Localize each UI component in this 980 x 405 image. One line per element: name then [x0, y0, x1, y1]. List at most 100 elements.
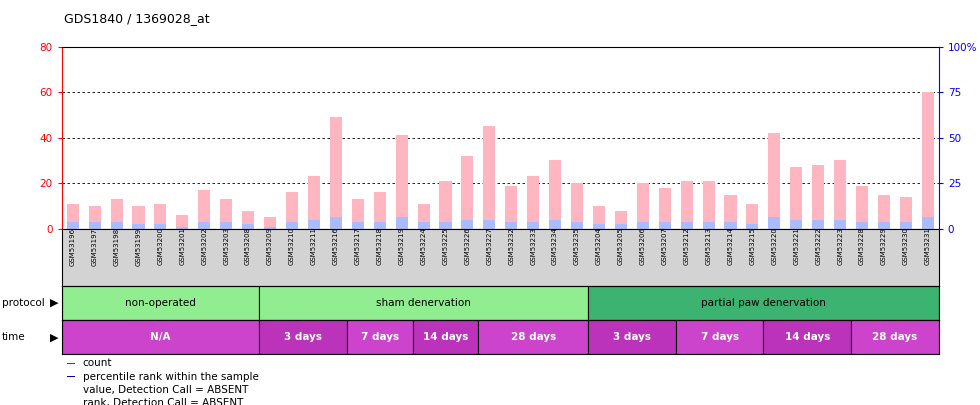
Bar [88, 222, 101, 229]
Bar [176, 215, 188, 229]
Text: value, Detection Call = ABSENT: value, Detection Call = ABSENT [82, 385, 248, 395]
Bar [857, 185, 868, 229]
Bar [588, 286, 939, 320]
Bar [308, 220, 319, 229]
Bar [417, 204, 429, 229]
Bar [478, 320, 588, 354]
Bar [413, 320, 478, 354]
Bar [347, 320, 413, 354]
Bar [67, 222, 78, 229]
Bar [506, 222, 517, 229]
Text: rank, Detection Call = ABSENT: rank, Detection Call = ABSENT [82, 398, 243, 405]
Bar [88, 206, 101, 229]
Bar [483, 220, 495, 229]
Bar [483, 126, 495, 229]
Bar [637, 183, 649, 229]
Bar [593, 206, 605, 229]
Text: 7 days: 7 days [701, 332, 739, 342]
Bar [812, 165, 824, 229]
Bar [242, 224, 254, 229]
Text: time: time [2, 332, 25, 342]
Bar [308, 177, 319, 229]
Bar [286, 222, 298, 229]
Bar [352, 222, 364, 229]
Bar [637, 222, 649, 229]
Bar [264, 217, 276, 229]
Bar [220, 199, 232, 229]
Bar [593, 224, 605, 229]
Bar [155, 204, 167, 229]
Bar [747, 224, 759, 229]
Text: 28 days: 28 days [511, 332, 556, 342]
Bar [111, 222, 122, 229]
Bar [259, 320, 347, 354]
Bar [659, 222, 670, 229]
Text: 14 days: 14 days [422, 332, 468, 342]
Bar [878, 195, 890, 229]
Bar [571, 183, 583, 229]
Bar [462, 156, 473, 229]
Bar [681, 181, 693, 229]
Text: count: count [82, 358, 113, 369]
Bar [462, 220, 473, 229]
Text: partial paw denervation: partial paw denervation [701, 298, 826, 308]
Bar [396, 135, 408, 229]
Bar [417, 222, 429, 229]
Text: sham denervation: sham denervation [376, 298, 471, 308]
Bar [67, 376, 74, 377]
Bar [259, 286, 588, 320]
Bar [768, 217, 780, 229]
Text: 7 days: 7 days [361, 332, 399, 342]
Bar [857, 222, 868, 229]
Bar [571, 222, 583, 229]
Bar [439, 222, 452, 229]
Text: percentile rank within the sample: percentile rank within the sample [82, 372, 259, 382]
Bar [703, 222, 714, 229]
Bar [790, 167, 803, 229]
Text: GDS1840 / 1369028_at: GDS1840 / 1369028_at [64, 12, 210, 25]
Bar [330, 117, 342, 229]
Bar [900, 197, 912, 229]
Bar [62, 320, 259, 354]
Bar [851, 320, 939, 354]
Bar [922, 217, 934, 229]
Text: protocol: protocol [2, 298, 45, 308]
Text: N/A: N/A [150, 332, 171, 342]
Bar [396, 217, 408, 229]
Bar [790, 220, 803, 229]
Bar [812, 220, 824, 229]
Bar [747, 204, 759, 229]
Bar [220, 222, 232, 229]
Bar [176, 226, 188, 229]
Bar [62, 286, 259, 320]
Text: 28 days: 28 days [872, 332, 917, 342]
Bar [588, 320, 676, 354]
Bar [155, 224, 167, 229]
Text: 14 days: 14 days [785, 332, 830, 342]
Bar [681, 222, 693, 229]
Bar [286, 192, 298, 229]
Bar [614, 211, 627, 229]
Bar [373, 192, 386, 229]
Bar [506, 185, 517, 229]
Bar [198, 190, 211, 229]
Bar [439, 181, 452, 229]
Bar [703, 181, 714, 229]
Bar [352, 199, 364, 229]
Bar [242, 211, 254, 229]
Text: 3 days: 3 days [612, 332, 651, 342]
Bar [834, 160, 846, 229]
Bar [676, 320, 763, 354]
Text: 3 days: 3 days [284, 332, 322, 342]
Bar [878, 222, 890, 229]
Bar [549, 160, 562, 229]
Bar [724, 222, 737, 229]
Bar [330, 217, 342, 229]
Bar [373, 222, 386, 229]
Bar [67, 363, 74, 364]
Bar [659, 188, 670, 229]
Bar [67, 204, 78, 229]
Text: non-operated: non-operated [125, 298, 196, 308]
Bar [922, 92, 934, 229]
Bar [264, 226, 276, 229]
